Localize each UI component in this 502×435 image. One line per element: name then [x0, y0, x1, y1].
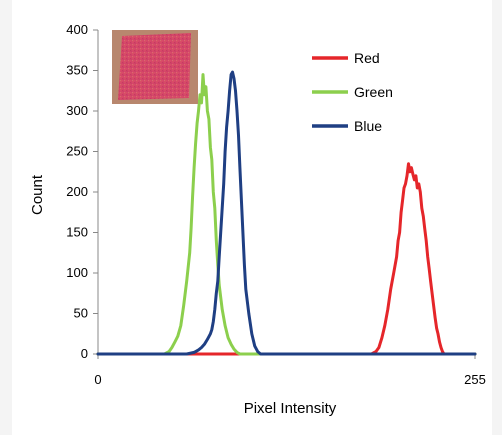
x-tick-label: 0 — [94, 372, 101, 387]
inset-sample-image — [112, 30, 198, 104]
legend-label-blue: Blue — [354, 118, 382, 134]
y-tick-label: 400 — [66, 22, 88, 37]
y-tick-label: 0 — [81, 346, 88, 361]
y-tick-label: 350 — [66, 63, 88, 78]
y-tick-label: 50 — [74, 306, 88, 321]
y-tick-label: 200 — [66, 184, 88, 199]
series-line-red — [96, 162, 477, 356]
series-layer — [96, 70, 477, 356]
y-axis: 0 50 100 150 200 250 300 350 400 — [66, 22, 99, 361]
y-tick-label: 300 — [66, 103, 88, 118]
legend-label-green: Green — [354, 84, 393, 100]
series-line-green — [96, 73, 477, 356]
y-axis-title: Count — [29, 174, 46, 215]
x-axis-title: Pixel Intensity — [244, 400, 337, 417]
series-line-blue — [96, 70, 477, 356]
legend: Red Green Blue — [312, 50, 393, 134]
y-tick-label: 250 — [66, 144, 88, 159]
legend-label-red: Red — [354, 50, 380, 66]
y-tick-label: 150 — [66, 225, 88, 240]
y-tick-label: 100 — [66, 265, 88, 280]
x-tick-label: 255 — [464, 372, 486, 387]
plot-panel — [12, 0, 492, 435]
